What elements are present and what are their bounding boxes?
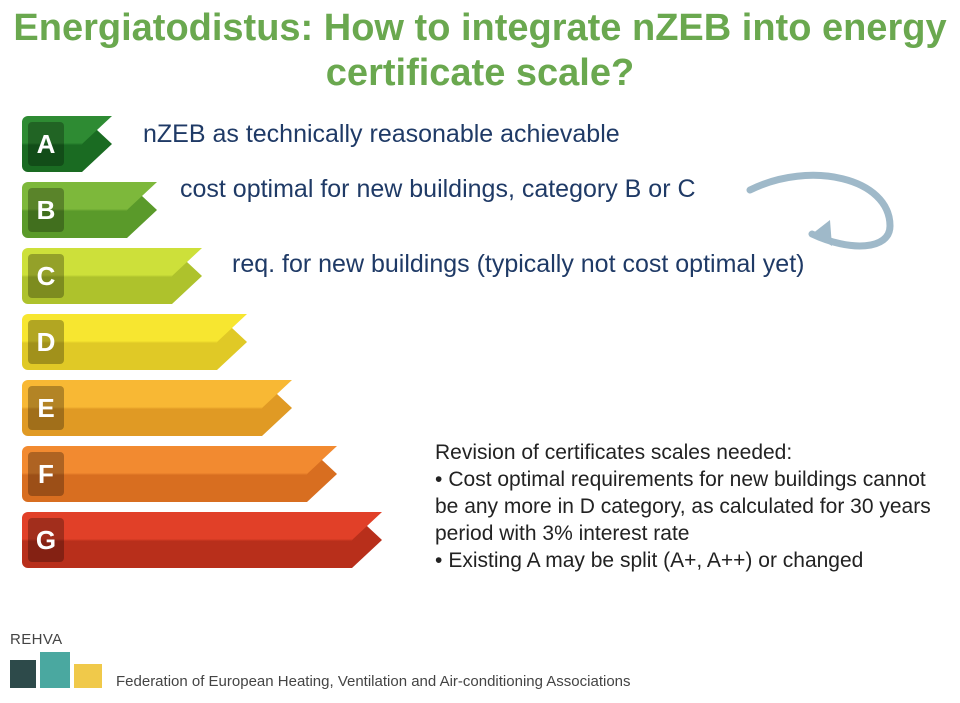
energy-bar-f: F [22,446,382,502]
curved-arrow-icon [740,168,910,258]
energy-bar-label: E [28,386,64,430]
revision-bullet-1: Cost optimal requirements for new buildi… [435,467,935,548]
logo-icon [10,650,106,698]
footer-text: Federation of European Heating, Ventilat… [116,673,631,690]
energy-bar-label: A [28,122,64,166]
org-label: REHVA [10,631,63,648]
slide-title: Energiatodistus: How to integrate nZEB i… [10,6,950,96]
energy-bar-d: D [22,314,382,370]
revision-bullet-2: Existing A may be split (A+, A++) or cha… [435,548,935,575]
revision-block: Revision of certificates scales needed: … [435,440,935,574]
revision-heading: Revision of certificates scales needed: [435,440,935,467]
energy-bar-label: F [28,452,64,496]
energy-bar-label: D [28,320,64,364]
energy-bar-g: G [22,512,382,568]
annotation-nzeb: nZEB as technically reasonable achievabl… [143,120,620,149]
energy-bar-label: G [28,518,64,562]
energy-bar-label: C [28,254,64,298]
energy-bar-e: E [22,380,382,436]
energy-bar-label: B [28,188,64,232]
